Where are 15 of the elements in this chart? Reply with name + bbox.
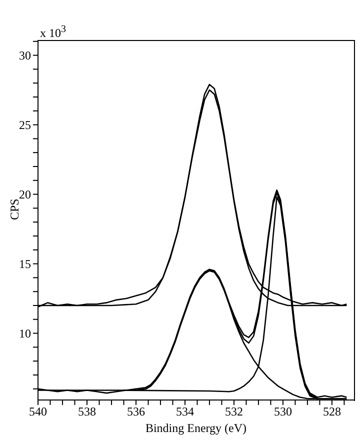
y-tick-label: 30 xyxy=(19,48,31,63)
text: x 10$^{3}$ xyxy=(40,23,66,40)
x-tick-label: 536 xyxy=(126,404,145,419)
x-tick-label: 532 xyxy=(224,404,243,419)
x-tick-label: 528 xyxy=(322,404,341,419)
x-axis-title: Binding Energy (eV) xyxy=(145,421,247,435)
y-tick-label: 10 xyxy=(19,326,31,341)
x-tick-label: 540 xyxy=(29,404,47,419)
x-tick-label: 530 xyxy=(274,404,292,419)
x-tick-label: 538 xyxy=(78,404,96,419)
y-tick-label: 20 xyxy=(19,188,31,202)
y-axis-title: CPS xyxy=(7,198,22,220)
x-tick-label: 534 xyxy=(176,404,194,419)
y-tick-label: 15 xyxy=(19,257,31,272)
y-tick-label: 25 xyxy=(19,118,31,132)
